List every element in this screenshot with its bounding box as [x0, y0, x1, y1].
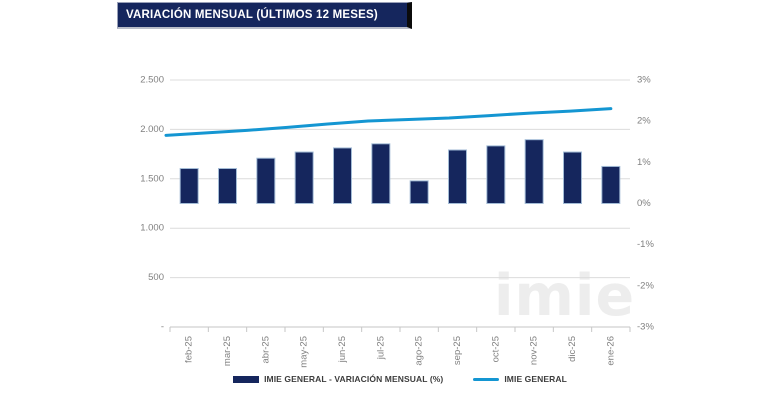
x-axis-label-mar-25: mar-25	[222, 336, 233, 366]
left-axis-label: -	[161, 322, 164, 333]
chart-title: VARIACIÓN MENSUAL (ÚLTIMOS 12 MESES)	[126, 9, 378, 21]
bar-mar-25	[218, 168, 237, 204]
x-axis-label-feb-25: feb-25	[184, 336, 195, 363]
bar-nov-25	[524, 139, 544, 204]
chart-title-bar: VARIACIÓN MENSUAL (ÚLTIMOS 12 MESES)	[117, 2, 412, 29]
legend-item-variacion-mensual: IMIE GENERAL - VARIACIÓN MENSUAL (%)	[233, 374, 443, 384]
left-axis-label: 500	[148, 272, 164, 283]
x-axis-label-ene-26: ene-26	[605, 336, 616, 366]
left-axis-label: 2.500	[140, 75, 164, 86]
bar-jun-25	[333, 147, 352, 205]
imie-watermark-logo: imie	[494, 263, 636, 329]
legend-label-variacion-mensual: IMIE GENERAL - VARIACIÓN MENSUAL (%)	[264, 374, 444, 384]
right-axis-label: -3%	[637, 322, 654, 333]
right-axis-label: 3%	[637, 75, 651, 86]
right-axis-label: -2%	[637, 280, 654, 291]
left-axis-label: 1.000	[140, 223, 164, 234]
bar-may-25	[294, 151, 314, 205]
imie-general-line	[164, 107, 613, 137]
legend-item-imie-general: IMIE GENERAL	[473, 374, 567, 384]
bar-series-swatch	[233, 375, 260, 383]
bar-ago-25	[409, 180, 429, 205]
x-axis-label-nov-25: nov-25	[529, 336, 540, 365]
bar-oct-25	[486, 145, 506, 205]
right-axis-label: -1%	[637, 239, 654, 250]
legend-label-imie-general: IMIE GENERAL	[504, 374, 567, 384]
bar-ene-26	[601, 165, 621, 204]
x-axis-label-ago-25: ago-25	[414, 336, 425, 366]
right-axis-label: 1%	[637, 157, 651, 168]
x-axis-label-jul-25: jul-25	[375, 336, 386, 360]
x-axis-label-oct-25: oct-25	[490, 336, 501, 362]
bar-jul-25	[371, 143, 391, 204]
bar-dic-25	[563, 151, 582, 205]
x-axis-label-dic-25: dic-25	[567, 336, 578, 362]
x-axis-label-abr-25: abr-25	[260, 336, 271, 363]
bar-abr-25	[256, 157, 276, 204]
right-axis-label: 2%	[637, 116, 651, 127]
left-axis-label: 1.500	[140, 173, 164, 184]
x-axis-label-may-25: may-25	[299, 336, 310, 368]
line-series-swatch	[473, 377, 500, 381]
bar-feb-25	[179, 168, 199, 204]
left-axis-label: 2.000	[140, 124, 164, 135]
x-axis-label-sep-25: sep-25	[452, 336, 463, 365]
right-axis-label: 0%	[637, 198, 651, 209]
bar-sep-25	[448, 149, 467, 205]
x-axis-label-jun-25: jun-25	[337, 336, 348, 363]
chart-legend: IMIE GENERAL - VARIACIÓN MENSUAL (%) IMI…	[170, 374, 630, 384]
